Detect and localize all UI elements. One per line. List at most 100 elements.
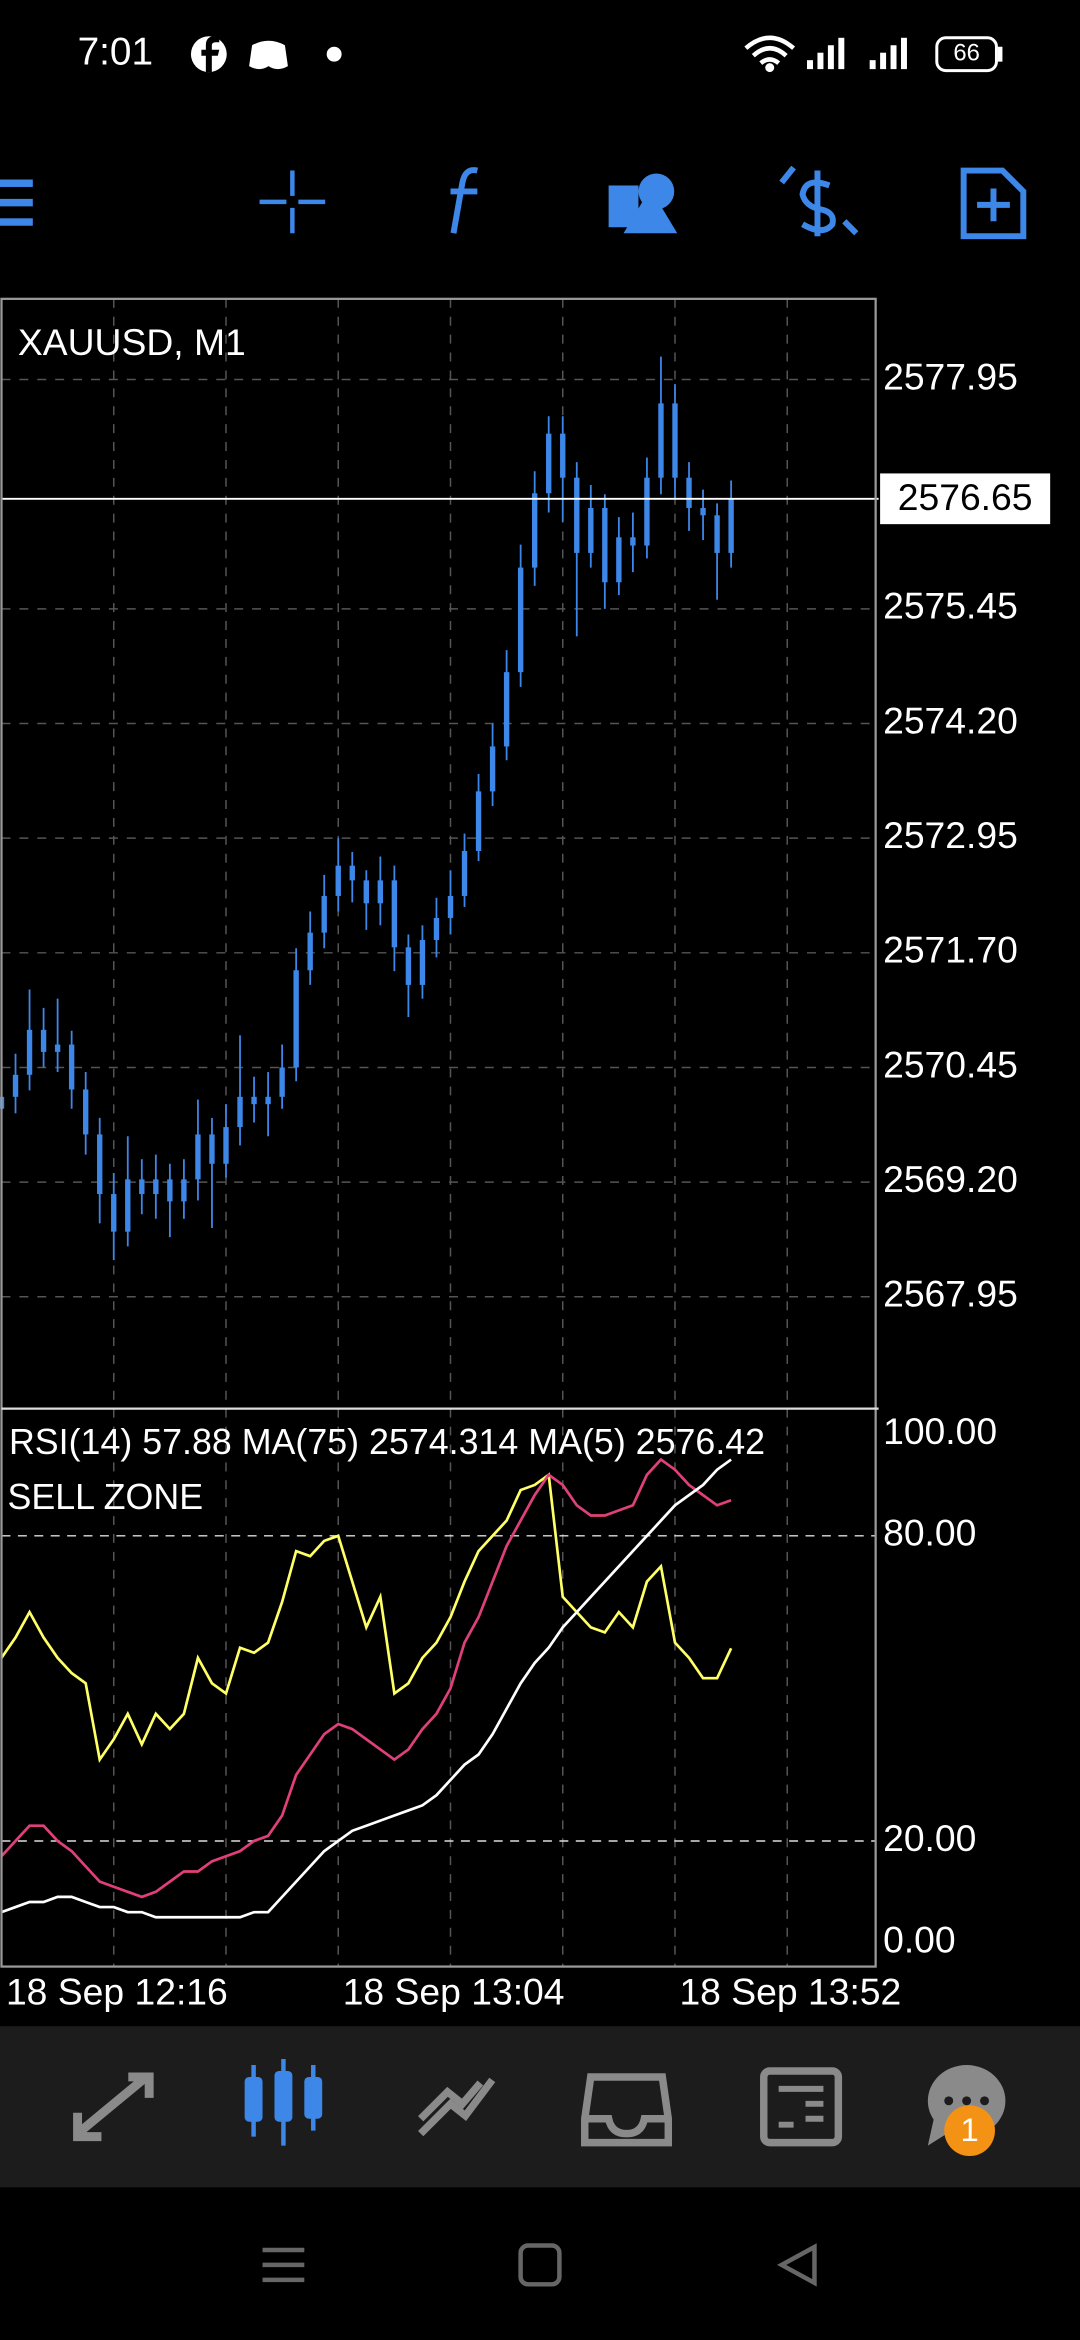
current-price-label: 2576.65	[898, 476, 1033, 518]
indicator-line	[0, 1472, 733, 1764]
x-tick-label: 18 Sep 13:04	[343, 1971, 565, 2013]
y-tick-label: 2567.95	[883, 1273, 1018, 1315]
system-nav	[262, 2243, 817, 2287]
y-tick-label: 0.00	[883, 1919, 956, 1961]
chart-title: XAUUSD, M1	[18, 321, 246, 363]
candle-body	[223, 1127, 229, 1164]
y-tick-label: 2575.45	[883, 585, 1018, 627]
candle-body	[391, 880, 398, 948]
quotes-tab[interactable]	[73, 2072, 154, 2142]
objects-button[interactable]	[608, 173, 678, 234]
trade-button[interactable]	[779, 165, 859, 237]
indicators-button[interactable]	[450, 167, 479, 234]
candle-body	[237, 1096, 243, 1128]
candle-body	[181, 1179, 187, 1202]
candle-body	[195, 1134, 201, 1180]
trade-tab[interactable]	[418, 2077, 496, 2137]
candle-body	[125, 1179, 131, 1232]
menu-button[interactable]	[0, 179, 33, 226]
indicator-line	[1, 1458, 732, 1919]
chart-tab[interactable]	[244, 2059, 323, 2146]
candle-body	[686, 477, 692, 508]
candle-body	[616, 537, 622, 583]
candle-body	[588, 507, 594, 553]
candle-body	[40, 1029, 47, 1052]
candle-body	[574, 477, 580, 553]
candle-body	[265, 1096, 271, 1105]
rsi-plot: RSI(14) 57.88 MA(75) 2574.314 MA(5) 2576…	[0, 1422, 765, 1919]
candle-body	[82, 1089, 89, 1135]
candle-body	[293, 970, 299, 1068]
candle-body	[517, 567, 524, 673]
y-tick-label: 2570.45	[883, 1043, 1018, 1085]
candle-body	[531, 493, 538, 568]
y-tick-label: 80.00	[883, 1512, 976, 1554]
y-tick-label: 2574.20	[883, 699, 1018, 741]
candle-body	[139, 1179, 145, 1195]
candle-body	[377, 880, 384, 904]
candle-body	[68, 1044, 75, 1090]
candle-body	[111, 1194, 117, 1232]
candle-body	[503, 672, 510, 747]
candle-body	[279, 1067, 285, 1097]
new-order-button[interactable]	[960, 167, 1027, 240]
candle-body	[461, 851, 468, 896]
candle-body	[251, 1096, 257, 1105]
x-tick-label: 18 Sep 12:16	[6, 1971, 228, 2013]
toolbar	[0, 165, 1027, 240]
candle-body	[307, 932, 313, 971]
crosshair-button[interactable]	[259, 170, 326, 234]
candle-body	[363, 880, 369, 904]
status-time: 7:01	[78, 30, 153, 73]
candle-body	[602, 507, 608, 583]
candle-body	[644, 477, 650, 546]
candle-body	[153, 1179, 159, 1195]
candle-body	[728, 498, 734, 553]
candle-body	[560, 433, 566, 478]
candle-body	[714, 515, 720, 553]
price-panel: 2577.95 2575.45 2574.20 2572.95 2571.70 2570.…	[0, 298, 1051, 1967]
bottom-nav	[0, 2026, 1080, 2188]
notification-badge: 1	[960, 2111, 978, 2148]
candle-body	[54, 1044, 61, 1052]
candle-body	[700, 507, 706, 516]
candle-body	[546, 433, 552, 494]
candle-body	[335, 865, 341, 896]
y-tick-label: 2577.95	[883, 355, 1018, 397]
indicator-subtitle: SELL ZONE	[7, 1477, 203, 1517]
candle-body	[419, 939, 426, 985]
candle-body	[349, 865, 355, 881]
candle-body	[167, 1179, 173, 1202]
candle-body	[321, 895, 327, 933]
status-icons	[190, 35, 1003, 73]
candle-body	[630, 537, 636, 546]
indicator-line	[0, 1457, 732, 1899]
candle-body	[209, 1134, 215, 1164]
y-tick-label: 20.00	[883, 1817, 976, 1859]
x-tick-label: 18 Sep 13:52	[679, 1971, 901, 2013]
chart-frame	[0, 297, 877, 1968]
candle-body	[12, 1074, 19, 1097]
battery-level: 66	[953, 39, 980, 66]
current-price-box	[880, 473, 1051, 525]
messages-tab[interactable]	[927, 2065, 1006, 2157]
indicator-title: RSI(14) 57.88 MA(75) 2574.314 MA(5) 2576…	[9, 1422, 765, 1462]
rsi-panel: 100.00 80.00 20.00 0.00 18 Sep 12:16 18 Sep 1…	[0, 1410, 997, 2013]
news-tab[interactable]	[760, 2067, 843, 2147]
y-tick-label: 2569.20	[883, 1158, 1018, 1200]
candle-body	[672, 403, 678, 478]
y-tick-label: 2571.70	[883, 929, 1018, 971]
candle-body	[433, 917, 440, 940]
candle-body	[658, 403, 664, 478]
y-tick-label: 2572.95	[883, 814, 1018, 856]
candle-body	[447, 895, 454, 918]
y-tick-label: 100.00	[883, 1410, 997, 1452]
candle-body	[489, 746, 496, 792]
candle-body	[97, 1134, 103, 1195]
candle-body	[405, 947, 412, 985]
history-tab[interactable]	[581, 2073, 673, 2147]
